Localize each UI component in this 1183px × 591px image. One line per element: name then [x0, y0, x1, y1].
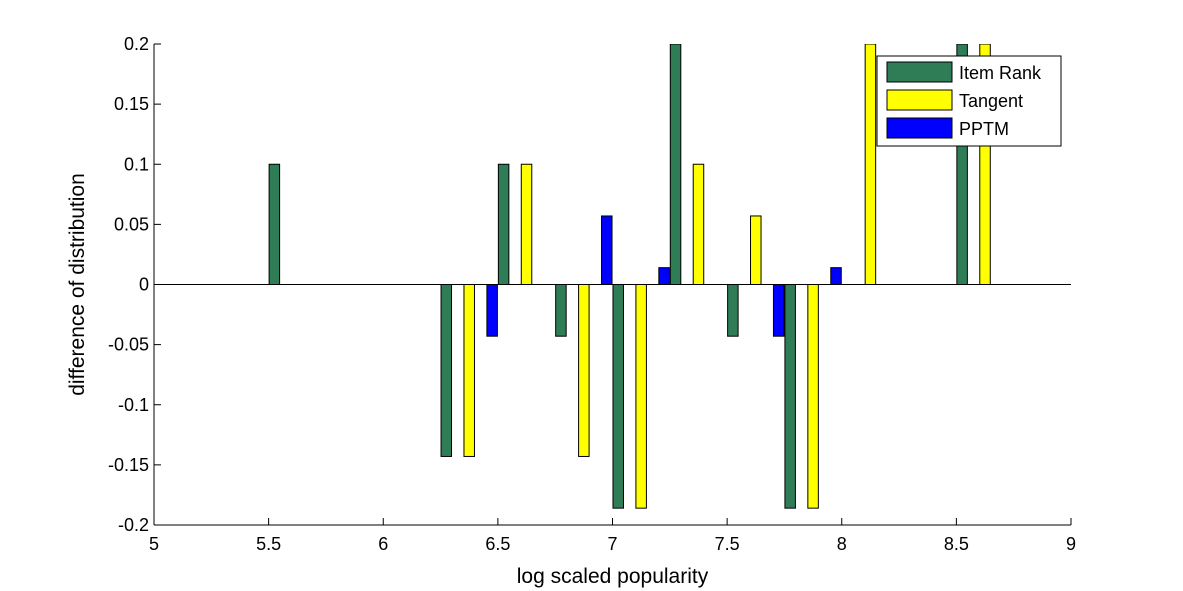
- legend-swatch-item-rank: [886, 61, 953, 83]
- x-tick-label: 9: [1066, 534, 1076, 554]
- bar-pptm-3: [601, 215, 613, 286]
- bar-item-rank-4: [612, 284, 624, 509]
- x-tick-label: 8: [837, 534, 847, 554]
- x-axis-label: log scaled popularity: [517, 565, 709, 588]
- bar-item-rank-0: [268, 163, 281, 285]
- bar-pptm-6: [772, 284, 785, 337]
- bar-item-rank-3: [555, 284, 567, 337]
- legend-swatch-pptm: [886, 117, 953, 139]
- x-tick-label: 5.5: [256, 534, 281, 554]
- y-tick-label: 0.2: [124, 34, 149, 54]
- bar-tangent-5: [692, 163, 705, 285]
- y-tick-label: -0.2: [118, 515, 149, 535]
- bar-tangent-4: [635, 284, 647, 509]
- legend-label-pptm: PPTM: [959, 119, 1009, 139]
- x-tick-label: 5: [149, 534, 159, 554]
- bar-item-rank-6: [727, 284, 739, 337]
- y-tick-label: -0.1: [118, 395, 149, 415]
- bar-pptm-1: [486, 284, 498, 337]
- bar-pptm-4: [658, 267, 670, 286]
- legend-label-item-rank: Item Rank: [959, 63, 1042, 83]
- x-tick-label: 8.5: [944, 534, 969, 554]
- x-tick-label: 7.5: [715, 534, 740, 554]
- bar-item-rank-1: [440, 284, 453, 457]
- y-axis-label: difference of distribution: [66, 173, 89, 396]
- legend-swatch-tangent: [886, 89, 953, 111]
- y-tick-label: 0.1: [124, 154, 149, 174]
- y-ticks-group: -0.2 -0.15 -0.1 -0.05 0 0.05 0.1 0.15 0.2: [108, 34, 161, 535]
- x-tick-label: 6.5: [485, 534, 510, 554]
- y-tick-label: -0.15: [108, 455, 149, 475]
- x-tick-label: 6: [378, 534, 388, 554]
- x-tick-label: 7: [607, 534, 617, 554]
- y-tick-label: 0.05: [114, 214, 149, 234]
- bar-tangent-7: [807, 284, 819, 509]
- legend-label-tangent: Tangent: [959, 91, 1023, 111]
- bar-tangent-8: [864, 44, 877, 285]
- bar-item-rank-5: [669, 44, 682, 285]
- legend: Item Rank Tangent PPTM: [876, 55, 1062, 147]
- y-tick-label: 0: [139, 275, 149, 295]
- bar-tangent-3: [578, 284, 590, 457]
- y-tick-label: -0.05: [108, 335, 149, 355]
- bar-pptm-7: [830, 267, 842, 286]
- bar-item-rank-7: [784, 284, 796, 509]
- x-ticks-group: 5 5.5 6 6.5 7 7.5 8 8.5 9: [149, 518, 1076, 554]
- y-tick-label: 0.15: [114, 94, 149, 114]
- bar-tangent-2: [520, 163, 533, 285]
- bar-item-rank-2: [497, 163, 510, 285]
- bar-tangent-1: [463, 284, 475, 457]
- bar-tangent-6: [750, 215, 762, 286]
